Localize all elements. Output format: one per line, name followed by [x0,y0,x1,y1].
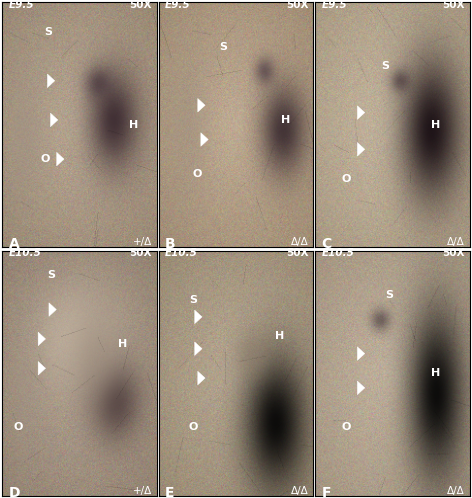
Polygon shape [198,371,205,385]
Text: O: O [41,154,50,164]
Polygon shape [357,106,365,120]
Polygon shape [201,132,208,146]
Text: S: S [219,41,228,51]
Text: O: O [193,169,202,179]
Polygon shape [49,303,56,316]
Text: O: O [188,422,197,432]
Text: E: E [165,486,175,498]
Polygon shape [357,142,365,156]
Text: 50X: 50X [286,0,309,10]
Polygon shape [198,99,205,112]
Polygon shape [47,74,55,88]
Text: Δ/Δ: Δ/Δ [447,238,465,248]
Text: S: S [381,61,389,71]
Text: H: H [275,332,284,342]
Polygon shape [194,310,202,324]
Text: O: O [13,422,23,432]
Text: E10.5: E10.5 [321,248,354,258]
Text: 50X: 50X [129,0,152,10]
Text: Δ/Δ: Δ/Δ [447,486,465,496]
Text: A: A [8,238,19,251]
Text: F: F [321,486,331,498]
Text: E9.5: E9.5 [8,0,34,10]
Text: E10.5: E10.5 [8,248,42,258]
Text: B: B [165,238,176,251]
Text: H: H [129,120,138,130]
Text: +/Δ: +/Δ [133,486,152,496]
Text: +/Δ: +/Δ [133,238,152,248]
Polygon shape [194,342,202,356]
Text: S: S [189,295,197,305]
Polygon shape [38,332,45,346]
Text: E10.5: E10.5 [165,248,198,258]
Text: E9.5: E9.5 [321,0,347,10]
Text: E9.5: E9.5 [165,0,191,10]
Polygon shape [51,113,58,127]
Text: S: S [386,290,394,300]
Text: S: S [48,270,56,280]
Text: 50X: 50X [443,248,465,258]
Polygon shape [357,347,365,361]
Text: H: H [281,115,290,125]
Text: H: H [431,120,440,130]
Text: C: C [321,238,332,251]
Polygon shape [357,381,365,394]
Text: D: D [8,486,20,498]
Text: O: O [342,422,351,432]
Text: H: H [431,368,440,378]
Text: S: S [45,27,52,37]
Polygon shape [57,152,64,166]
Text: 50X: 50X [286,248,309,258]
Text: 50X: 50X [129,248,152,258]
Text: H: H [118,339,127,349]
Text: O: O [342,174,351,184]
Text: Δ/Δ: Δ/Δ [291,486,309,496]
Polygon shape [38,362,45,375]
Text: 50X: 50X [443,0,465,10]
Text: Δ/Δ: Δ/Δ [291,238,309,248]
